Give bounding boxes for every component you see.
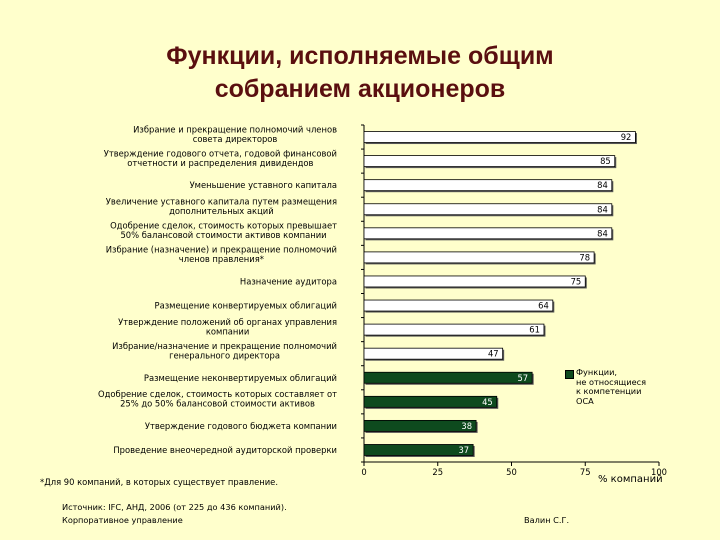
category-label: 25% до 50% балансовой стоимости активов — [120, 399, 315, 409]
data-label: 92 — [621, 132, 632, 142]
category-label: отчетности и распределения дивидендов — [127, 158, 313, 168]
chart-legend: Функции, не относящиеся к компетенции ОС… — [565, 367, 655, 406]
data-label: 78 — [579, 252, 590, 262]
source-note: Источник: IFC, АНД, 2006 (от 225 до 436 … — [62, 502, 287, 512]
category-label: Одобрение сделок, стоимость которых сост… — [98, 389, 337, 399]
legend-swatch — [565, 370, 574, 379]
category-label: генерального директора — [169, 350, 280, 360]
data-label: 38 — [461, 421, 472, 431]
slide-title: Функции, исполняемые общим собранием акц… — [0, 40, 720, 106]
highlight-bar — [363, 371, 533, 384]
category-label: Размещение конвертируемых облигаций — [155, 301, 337, 311]
legend-label-line: ОСА — [576, 395, 594, 406]
category-label: Увеличение уставного капитала путем разм… — [106, 197, 337, 207]
legend-label-line: Функции, — [576, 367, 618, 377]
category-label: Утверждение положений об органах управле… — [118, 317, 337, 327]
category-label: 50% балансовой стоимости активов компани… — [120, 230, 326, 240]
category-label: Назначение аудитора — [240, 276, 337, 286]
legend-label: Функции, не относящиеся к компетенции ОС… — [576, 367, 655, 406]
footer-left: Корпоративное управление — [62, 515, 183, 525]
x-tick-label: 0 — [361, 467, 366, 477]
data-label: 85 — [600, 156, 611, 166]
category-label: Избрание/назначение и прекращение полном… — [112, 341, 337, 351]
bar — [363, 179, 613, 192]
bar — [363, 227, 613, 240]
highlight-bar — [363, 419, 477, 432]
footnote: *Для 90 компаний, в которых существует п… — [40, 477, 278, 487]
data-label: 75 — [571, 276, 582, 286]
x-tick-label: 25 — [432, 467, 443, 477]
bar — [363, 203, 613, 216]
x-axis-label: % компаний — [598, 474, 663, 485]
data-label: 84 — [597, 180, 608, 190]
data-label: 61 — [529, 325, 540, 335]
category-label: дополнительных акций — [169, 206, 274, 216]
data-label: 45 — [482, 397, 493, 407]
bar — [363, 131, 636, 143]
legend-label-line: не относящиеся — [576, 376, 647, 387]
category-label: Избрание (назначение) и прекращение полн… — [106, 245, 337, 255]
category-label: Одобрение сделок, стоимость которых прев… — [110, 221, 337, 231]
highlight-bar — [363, 395, 498, 408]
bar — [363, 275, 586, 288]
category-label: Утверждение годового бюджета компании — [145, 421, 337, 431]
category-label: Уменьшение уставного капитала — [190, 180, 337, 190]
x-tick-label: 50 — [506, 467, 517, 477]
slide-title-line-1: Функции, исполняемые общим — [166, 42, 554, 70]
highlight-bar — [363, 444, 474, 456]
legend-label-line: к компетенции — [576, 386, 642, 397]
data-label: 37 — [458, 445, 469, 455]
data-label: 57 — [517, 373, 528, 383]
x-tick-label: 100 — [651, 467, 667, 477]
bar — [363, 299, 554, 312]
x-tick-label: 75 — [580, 467, 591, 477]
bar — [363, 251, 595, 264]
category-label: совета директоров — [193, 134, 278, 144]
footer-right: Валин С.Г. — [524, 515, 570, 525]
category-label: Проведение внеочередной аудиторской пров… — [113, 445, 337, 455]
slide-title-line-2: собранием акционеров — [214, 75, 506, 103]
data-label: 84 — [597, 204, 608, 214]
category-label: Размещение неконвертируемых облигаций — [144, 373, 337, 383]
bar — [363, 155, 616, 168]
data-label: 47 — [488, 349, 499, 359]
category-label: членов правления* — [179, 254, 264, 264]
data-label: 84 — [597, 228, 608, 238]
category-label: Утверждение годового отчета, годовой фин… — [104, 148, 337, 158]
category-label: компании — [206, 326, 249, 336]
category-label: Избрание и прекращение полномочий членов — [133, 124, 337, 134]
bar — [363, 347, 504, 360]
bar — [363, 323, 545, 336]
data-label: 64 — [538, 301, 549, 311]
